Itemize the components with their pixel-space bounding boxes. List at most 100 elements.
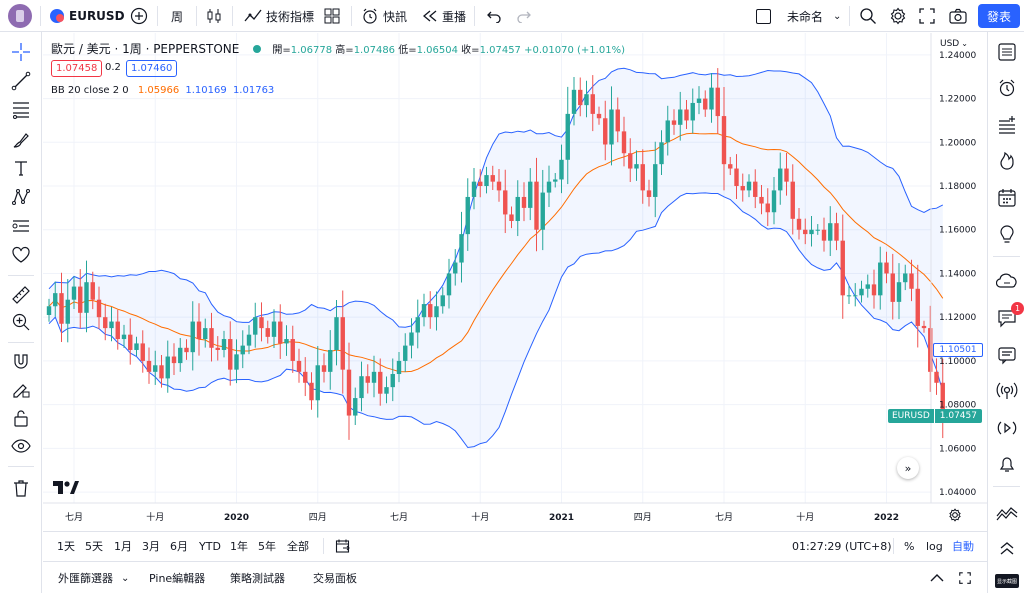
scroll-to-realtime-button[interactable]: »	[897, 457, 919, 479]
search-icon	[860, 8, 876, 24]
minds-button[interactable]	[993, 268, 1021, 296]
layout-templates-button[interactable]	[324, 0, 340, 32]
magnet-tool[interactable]	[8, 348, 34, 374]
alerts-button[interactable]	[993, 74, 1021, 102]
chart-pane[interactable]: 1.24000 1.22000 1.20000 1.18000 1.16000 1.140…	[43, 33, 987, 530]
pattern-tool[interactable]	[8, 184, 34, 210]
change-value: +0.01070 (+1.01%)	[524, 45, 625, 56]
range-all[interactable]: 全部	[287, 532, 309, 560]
undo-button[interactable]	[486, 0, 502, 32]
text-tool[interactable]	[8, 155, 34, 181]
calendar-button[interactable]	[993, 184, 1021, 212]
currency-selector[interactable]: USD ⌄	[940, 39, 968, 49]
visibility-tool[interactable]	[8, 433, 34, 459]
redo-button[interactable]	[516, 0, 532, 32]
brush-icon	[13, 133, 29, 148]
cloud-chat-icon	[996, 273, 1017, 288]
buy-price-button[interactable]: 1.07460	[126, 60, 178, 77]
layout-name-button[interactable]: 未命名 ⌄	[787, 0, 841, 32]
chart-type-button[interactable]	[206, 0, 222, 32]
lock-tool[interactable]	[8, 405, 34, 431]
price-chart[interactable]: 1.24000 1.22000 1.20000 1.18000 1.16000 1.140…	[43, 33, 987, 530]
interval-button[interactable]: 周	[171, 0, 183, 32]
range-5d[interactable]: 5天	[85, 532, 103, 560]
range-1m[interactable]: 1月	[114, 532, 132, 560]
expand-icon	[959, 572, 971, 584]
y-axis-tick-label: 1.18000	[939, 182, 976, 192]
settings-button[interactable]	[889, 0, 907, 32]
candle-body	[184, 347, 189, 353]
legend-title[interactable]: 歐元 / 美元 · 1周 · PEPPERSTONE	[51, 42, 240, 56]
auto-scale-toggle[interactable]: 自動	[952, 532, 974, 560]
prediction-tool[interactable]	[8, 213, 34, 239]
tab-strategy-tester[interactable]: 策略測試器	[230, 562, 285, 594]
indicators-button[interactable]: 技術指標	[244, 0, 314, 32]
brush-tool[interactable]	[8, 127, 34, 153]
replay-button[interactable]: 重播	[422, 0, 466, 32]
screenshot-button[interactable]	[993, 534, 1021, 562]
tab-pine-editor[interactable]: Pine編輯器	[149, 562, 205, 594]
rewind-icon	[422, 10, 437, 22]
range-6m[interactable]: 6月	[170, 532, 188, 560]
percent-scale-toggle[interactable]: %	[904, 532, 914, 560]
measure-tool[interactable]	[8, 282, 34, 308]
search-button[interactable]	[859, 0, 877, 32]
drawing-mode-tool[interactable]	[8, 376, 34, 402]
candle-body	[221, 339, 227, 350]
range-ytd[interactable]: YTD	[199, 532, 221, 560]
symbol-search[interactable]: EURUSD	[50, 0, 125, 32]
top-toolbar: EURUSD 周 技術指標 快訊 重播 未命名 ⌄	[0, 0, 1024, 32]
tab-forex-screener[interactable]: 外匯篩選器 ⌄	[58, 562, 129, 594]
log-scale-toggle[interactable]: log	[926, 532, 943, 560]
candle-body	[390, 374, 395, 388]
low-label: 低=	[398, 45, 417, 56]
fullscreen-button[interactable]	[919, 0, 935, 32]
range-1y[interactable]: 1年	[230, 532, 248, 560]
user-avatar[interactable]	[8, 0, 32, 32]
range-3m[interactable]: 3月	[142, 532, 160, 560]
zoom-tool[interactable]	[8, 309, 34, 335]
interval-label: 周	[171, 9, 184, 24]
live-button[interactable]	[993, 414, 1021, 442]
range-label: YTD	[199, 539, 221, 553]
tab-trading-panel[interactable]: 交易面板	[313, 562, 357, 594]
candle-body	[53, 293, 58, 307]
candle-body	[784, 168, 789, 182]
timezone-button[interactable]: 01:27:29 (UTC+8)	[792, 532, 892, 560]
candle-body	[228, 339, 233, 370]
candle-body	[259, 317, 264, 329]
data-window-button[interactable]	[993, 111, 1021, 139]
hotlists-button[interactable]	[993, 147, 1021, 175]
shapes-tool[interactable]	[8, 242, 34, 268]
trading-button[interactable]	[993, 498, 1021, 526]
publish-button[interactable]: 發表	[978, 4, 1020, 28]
candle-body	[815, 229, 820, 231]
bb-legend[interactable]: BB 20 close 2 0 1.05966 1.10169 1.01763	[51, 85, 274, 96]
chats-button[interactable]: 1	[993, 302, 1024, 332]
delete-tool[interactable]	[8, 475, 34, 501]
maximize-panel-button[interactable]	[959, 562, 971, 594]
snapshot-button[interactable]	[949, 0, 967, 32]
grid-icon	[324, 8, 340, 24]
fullscreen-select-button[interactable]	[756, 0, 771, 32]
ideas-button[interactable]	[993, 221, 1021, 249]
candle-body	[371, 371, 377, 383]
notifications-button[interactable]	[993, 450, 1021, 478]
watchlist-button[interactable]	[993, 38, 1021, 66]
range-1d[interactable]: 1天	[57, 532, 75, 560]
alert-button[interactable]: 快訊	[361, 0, 407, 32]
goto-date-button[interactable]	[335, 532, 351, 560]
crosshair-tool[interactable]	[8, 39, 34, 65]
trend-line-tool[interactable]	[8, 68, 34, 94]
tradingview-logo[interactable]	[53, 480, 79, 499]
messages-button[interactable]	[993, 341, 1021, 369]
collapse-panel-button[interactable]	[930, 562, 944, 594]
fib-tool[interactable]	[8, 96, 34, 122]
candle-body	[365, 376, 370, 383]
compare-button[interactable]	[130, 0, 148, 32]
range-5y[interactable]: 5年	[258, 532, 276, 560]
sell-price-button[interactable]: 1.07458	[51, 60, 103, 77]
screenshot-hint[interactable]: 显示截图	[995, 574, 1019, 588]
streams-button[interactable]	[993, 377, 1021, 405]
axis-settings-button[interactable]	[948, 507, 962, 526]
